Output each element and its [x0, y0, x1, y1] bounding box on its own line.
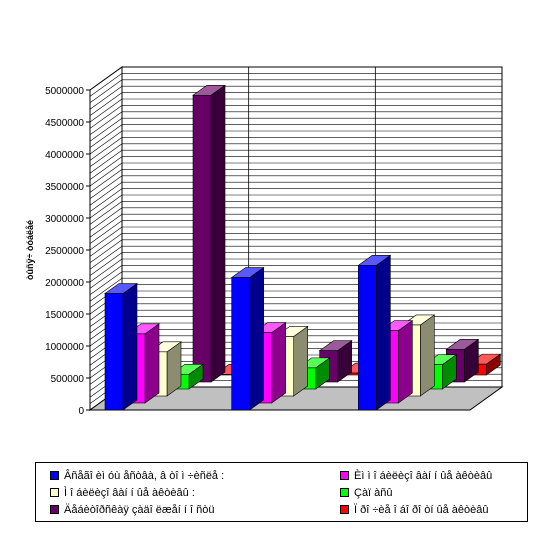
bar-side — [271, 322, 286, 404]
legend-swatch — [340, 488, 349, 497]
bar-front — [358, 265, 377, 411]
gridline-side — [89, 175, 123, 200]
gridline-side — [89, 181, 123, 206]
gridline-side — [89, 245, 123, 270]
gridline-side — [89, 85, 123, 110]
y-axis-title: òûñÿ÷ òóáëåé — [25, 220, 35, 280]
bar-side — [376, 254, 391, 411]
legend-label: Èì ì î áèëèçî âàí í ûå àêòèâû — [354, 469, 493, 482]
gridline-side — [89, 226, 123, 251]
legend-swatch — [340, 471, 349, 480]
y-tick-label: 2500000 — [45, 246, 84, 257]
legend-item: Äåáèòîðñêàÿ çàäî ëæåí í î ñòü — [50, 502, 214, 517]
legend-swatch — [340, 505, 349, 514]
y-tick-label: 500000 — [51, 374, 85, 385]
gridline-side — [89, 66, 123, 91]
gridline-side — [89, 117, 123, 142]
chart-walls — [88, 66, 504, 411]
bar-front — [104, 293, 124, 411]
legend-label: Âñåãî èì óù åñòâà, â òî ì ÷èñëå : — [64, 469, 225, 482]
gridline-side — [89, 156, 123, 180]
bar-side — [420, 314, 435, 397]
legend-label: Ì î áèëèçî âàí í ûå àêòèâû : — [64, 486, 195, 499]
y-tick-label: 4500000 — [45, 118, 84, 129]
bar-group — [192, 84, 226, 383]
gridline-side — [89, 201, 123, 225]
gridline-side — [89, 252, 123, 276]
legend-swatch — [50, 471, 59, 480]
gridline-side — [89, 271, 123, 296]
y-axis-ticks: 0 500000 1000000 1500000 2000000 2500000 30000… — [45, 86, 91, 417]
gridline-side — [89, 188, 123, 212]
gridline-side — [89, 162, 123, 187]
legend-label: Ï ðî ÷èå î áî ðî òí ûå àêòèâû — [354, 503, 489, 516]
gridline-side — [89, 194, 123, 219]
bar-side — [398, 320, 413, 404]
gridline-side — [89, 137, 123, 161]
y-tick-label: 0 — [78, 406, 84, 417]
gridline-side — [89, 169, 123, 193]
gridline-side — [89, 207, 123, 232]
gridline-side — [89, 92, 123, 116]
gridline-side — [89, 98, 123, 123]
bar-front — [231, 277, 250, 411]
legend-swatch — [50, 488, 59, 497]
bar-group — [104, 282, 138, 411]
legend-item: Âñåãî èì óù åñòâà, â òî ì ÷èñëå : — [50, 468, 224, 483]
gridline-side — [89, 124, 123, 148]
y-tick-label: 2000000 — [45, 278, 84, 289]
y-tick-label: 3500000 — [45, 182, 84, 193]
gridline-side — [89, 258, 123, 283]
legend-swatch — [50, 505, 59, 514]
legend-item: Ï ðî ÷èå î áî ðî òí ûå àêòèâû — [340, 502, 488, 517]
legend: Âñåãî èì óù åñòâà, â òî ì ÷èñëå : Èì ì î … — [35, 462, 528, 522]
gridline-side — [89, 111, 123, 136]
gridline-side — [89, 277, 123, 302]
bar-group — [357, 254, 392, 411]
legend-label: Çàï àñû — [354, 486, 393, 499]
gridline-side — [89, 213, 123, 238]
bar-side — [144, 323, 160, 404]
gridline-side — [89, 79, 123, 104]
legend-label: Äåáèòîðñêàÿ çàäî ëæåí í î ñòü — [64, 503, 215, 516]
bar-side — [122, 282, 138, 411]
gridline-side — [89, 143, 123, 168]
legend-item: Èì ì î áèëèçî âàí í ûå àêòèâû — [340, 468, 492, 483]
y-tick-label: 3000000 — [45, 214, 84, 225]
legend-item: Çàï àñû — [340, 485, 393, 500]
bar-side — [293, 325, 308, 397]
y-tick-label: 4000000 — [45, 150, 84, 161]
y-tick-label: 1500000 — [45, 310, 84, 321]
chart-area: òûñÿ÷ òóáëåé 0 500000 1000000 1500000 200000… — [25, 66, 504, 417]
gridline-side — [89, 105, 123, 129]
y-tick-label: 5000000 — [45, 86, 84, 97]
chart-bars — [104, 84, 502, 411]
gridline-side — [89, 265, 123, 289]
legend-item: Ì î áèëèçî âàí í ûå àêòèâû : — [50, 485, 195, 500]
gridline-side — [89, 220, 123, 244]
bar-side — [249, 266, 264, 411]
bar-side — [210, 84, 226, 383]
gridline-side — [89, 130, 123, 155]
gridline-side — [89, 149, 123, 174]
bar-front — [192, 94, 212, 383]
gridline-side — [89, 239, 123, 264]
gridline-side — [89, 73, 123, 97]
bar-group — [230, 266, 265, 411]
y-tick-label: 1000000 — [45, 342, 84, 353]
gridline-side — [89, 233, 123, 257]
